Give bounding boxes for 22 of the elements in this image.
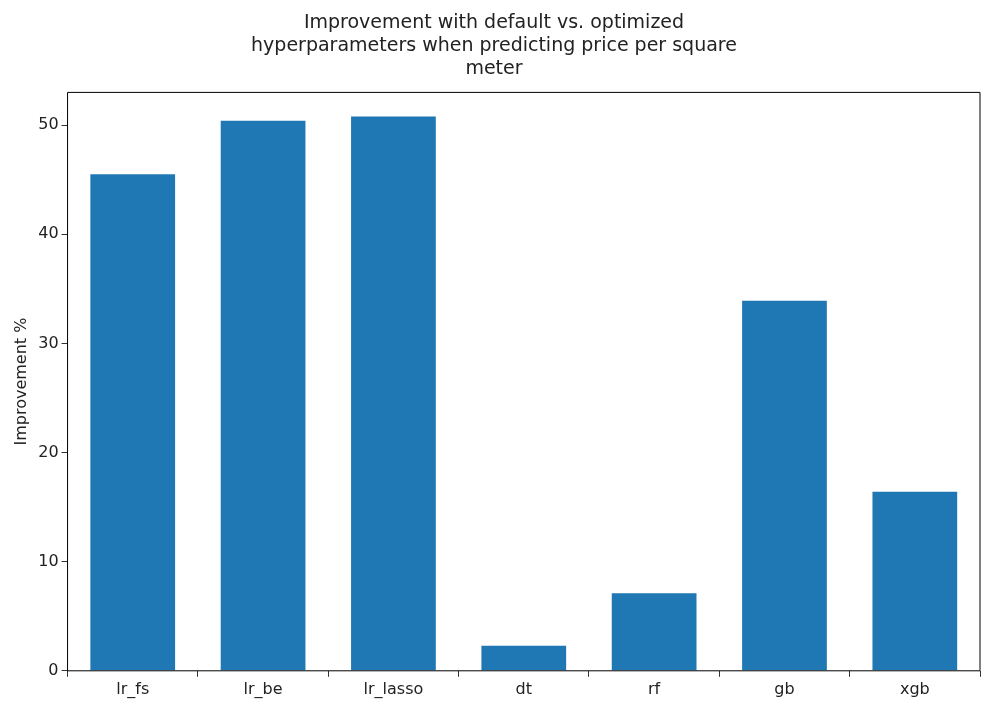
x-tick-label: rf	[648, 678, 661, 698]
y-tick-label: 40	[38, 223, 59, 243]
x-tick-label: xgb	[899, 678, 930, 698]
bar	[351, 116, 436, 671]
y-axis-title: Improvement %	[10, 317, 30, 446]
y-tick-label: 50	[38, 114, 59, 134]
chart-title: Improvement with default vs. optimized hyperparameters when predicting price per square meter	[251, 10, 737, 78]
x-tick-label: dt	[515, 678, 532, 698]
y-tick-label: 0	[48, 659, 59, 679]
bar	[220, 120, 306, 671]
bar	[90, 174, 176, 671]
x-tick-label: lr_be	[243, 678, 283, 699]
y-tick-label: 30	[38, 332, 59, 352]
y-tick-label: 20	[38, 441, 59, 461]
x-tick-label: lr_lasso	[363, 678, 424, 699]
y-tick-label: 10	[38, 550, 59, 570]
bar	[481, 645, 567, 671]
x-tick-label: gb	[774, 678, 795, 698]
x-tick-label: lr_fs	[116, 678, 150, 699]
bar	[742, 300, 827, 671]
bar	[611, 593, 697, 671]
bar	[872, 491, 958, 671]
